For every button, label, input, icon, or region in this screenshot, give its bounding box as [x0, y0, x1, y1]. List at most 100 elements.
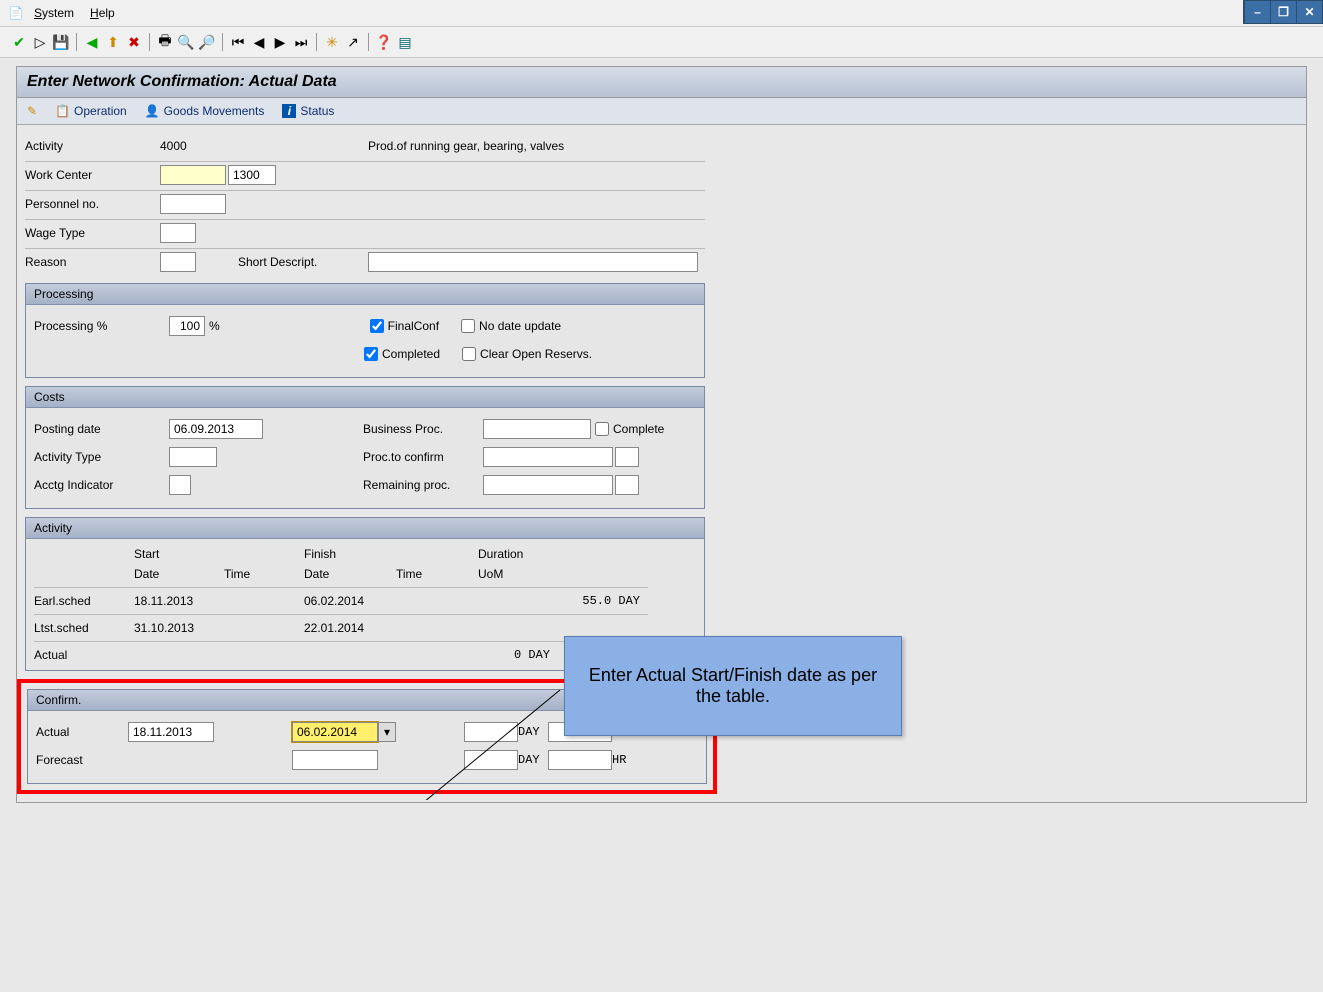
menu-help[interactable]: Help [84, 4, 121, 22]
col-duration: Duration [478, 547, 648, 561]
short-desc-label: Short Descript. [238, 255, 368, 269]
callout-box: Enter Actual Start/Finish date as per th… [564, 636, 902, 736]
goods-movements-action[interactable]: 👤 Goods Movements [145, 104, 265, 118]
page-toolbar: ✎ 📋 Operation 👤 Goods Movements i Status [17, 98, 1306, 125]
date-picker-icon[interactable]: ▾ [378, 722, 396, 742]
layout-icon[interactable]: ▤ [396, 33, 414, 51]
cancel-icon[interactable]: ✖ [125, 33, 143, 51]
short-desc-input[interactable] [368, 252, 698, 272]
wage-type-label: Wage Type [25, 226, 160, 240]
print-icon[interactable]: 🖶 [156, 33, 174, 51]
complete-checkbox[interactable]: Complete [595, 422, 664, 436]
find-icon[interactable]: 🔍 [177, 33, 195, 51]
posting-date-label: Posting date [34, 422, 169, 436]
remaining-proc-input[interactable] [483, 475, 613, 495]
personnel-label: Personnel no. [25, 197, 160, 211]
actual-finish-input[interactable] [292, 722, 378, 742]
actual-duration-input[interactable] [464, 722, 518, 742]
ltst-finish-date: 22.01.2014 [304, 621, 396, 635]
page-title: Enter Network Confirmation: Actual Data [17, 67, 1306, 98]
remaining-proc-label: Remaining proc. [363, 478, 483, 492]
remaining-proc-unit[interactable] [615, 475, 639, 495]
acctg-indicator-input[interactable] [169, 475, 191, 495]
find-next-icon[interactable]: 🔎 [198, 33, 216, 51]
status-action[interactable]: i Status [282, 104, 334, 118]
wage-type-input[interactable] [160, 223, 196, 243]
help-icon[interactable]: ❓ [375, 33, 393, 51]
work-center-input-1[interactable] [160, 165, 226, 185]
acctg-indicator-label: Acctg Indicator [34, 478, 169, 492]
earl-sched-label: Earl.sched [34, 594, 134, 608]
proc-confirm-input[interactable] [483, 447, 613, 467]
nodate-checkbox[interactable]: No date update [461, 319, 561, 333]
actual-row-label: Actual [34, 648, 134, 662]
callout-text: Enter Actual Start/Finish date as per th… [575, 665, 891, 707]
earl-duration: 55.0 DAY [478, 594, 648, 608]
close-button[interactable]: ✕ [1296, 1, 1322, 23]
day-unit-2: DAY [518, 753, 548, 767]
work-center-label: Work Center [25, 168, 160, 182]
earl-start-date: 18.11.2013 [134, 594, 224, 608]
activity-description: Prod.of running gear, bearing, valves [368, 139, 564, 153]
personnel-input[interactable] [160, 194, 226, 214]
col-time1: Time [224, 567, 304, 581]
standard-toolbar: ✔ ▷ 💾 ◀ ⬆ ✖ 🖶 🔍 🔎 ⏮ ◀ ▶ ⏭ ✳ ↗ ❓ ▤ [0, 27, 1323, 58]
costs-panel: Costs Posting date Business Proc. Comple… [25, 386, 705, 509]
exit-icon[interactable]: ⬆ [104, 33, 122, 51]
proc-confirm-unit[interactable] [615, 447, 639, 467]
ltst-start-date: 31.10.2013 [134, 621, 224, 635]
minimize-button[interactable]: – [1244, 1, 1270, 23]
forecast-hr-input[interactable] [548, 750, 612, 770]
col-date1: Date [134, 567, 224, 581]
finalconf-checkbox[interactable]: FinalConf [370, 319, 439, 333]
enter-icon[interactable]: ✔ [10, 33, 28, 51]
goods-label: Goods Movements [164, 104, 265, 118]
col-date2: Date [304, 567, 396, 581]
reason-input[interactable] [160, 252, 196, 272]
prev-page-icon[interactable]: ◀ [250, 33, 268, 51]
day-unit-1: DAY [518, 725, 548, 739]
restore-button[interactable]: ❐ [1270, 1, 1296, 23]
forecast-duration-input[interactable] [464, 750, 518, 770]
save-icon[interactable]: 💾 [52, 33, 70, 51]
costs-header: Costs [26, 387, 704, 408]
back-icon[interactable]: ◀ [83, 33, 101, 51]
shortcut-icon[interactable]: ↗ [344, 33, 362, 51]
operation-icon: 📋 [55, 104, 70, 118]
actual-duration: 0 DAY [478, 648, 558, 662]
business-proc-input[interactable] [483, 419, 591, 439]
activity-type-input[interactable] [169, 447, 217, 467]
last-page-icon[interactable]: ⏭ [292, 33, 310, 51]
activity-type-label: Activity Type [34, 450, 169, 464]
info-icon: i [282, 104, 296, 118]
ltst-sched-label: Ltst.sched [34, 621, 134, 635]
confirm-actual-label: Actual [36, 725, 128, 739]
activity-value: 4000 [160, 139, 360, 153]
col-time2: Time [396, 567, 478, 581]
operation-action[interactable]: 📋 Operation [55, 104, 127, 118]
first-page-icon[interactable]: ⏮ [229, 33, 247, 51]
hr-unit-2: HR [612, 753, 642, 767]
col-start: Start [134, 547, 224, 561]
work-center-input-2[interactable] [228, 165, 276, 185]
reason-label: Reason [25, 255, 160, 269]
next-page-icon[interactable]: ▶ [271, 33, 289, 51]
execute-icon[interactable]: ▷ [31, 33, 49, 51]
col-finish: Finish [304, 547, 396, 561]
clear-reserv-checkbox[interactable]: Clear Open Reservs. [462, 347, 592, 361]
actual-start-input[interactable] [128, 722, 214, 742]
processing-pct-input[interactable] [169, 316, 205, 336]
pct-unit: % [209, 319, 220, 333]
status-label: Status [300, 104, 334, 118]
forecast-label: Forecast [36, 753, 128, 767]
edit-action[interactable]: ✎ [27, 104, 37, 118]
new-session-icon[interactable]: ✳ [323, 33, 341, 51]
processing-pct-label: Processing % [34, 319, 169, 333]
menu-system[interactable]: System [28, 4, 80, 22]
earl-finish-date: 06.02.2014 [304, 594, 396, 608]
completed-checkbox[interactable]: Completed [364, 347, 440, 361]
forecast-finish-input[interactable] [292, 750, 378, 770]
posting-date-input[interactable] [169, 419, 263, 439]
activity-header: Activity [26, 518, 704, 539]
business-proc-label: Business Proc. [363, 422, 483, 436]
